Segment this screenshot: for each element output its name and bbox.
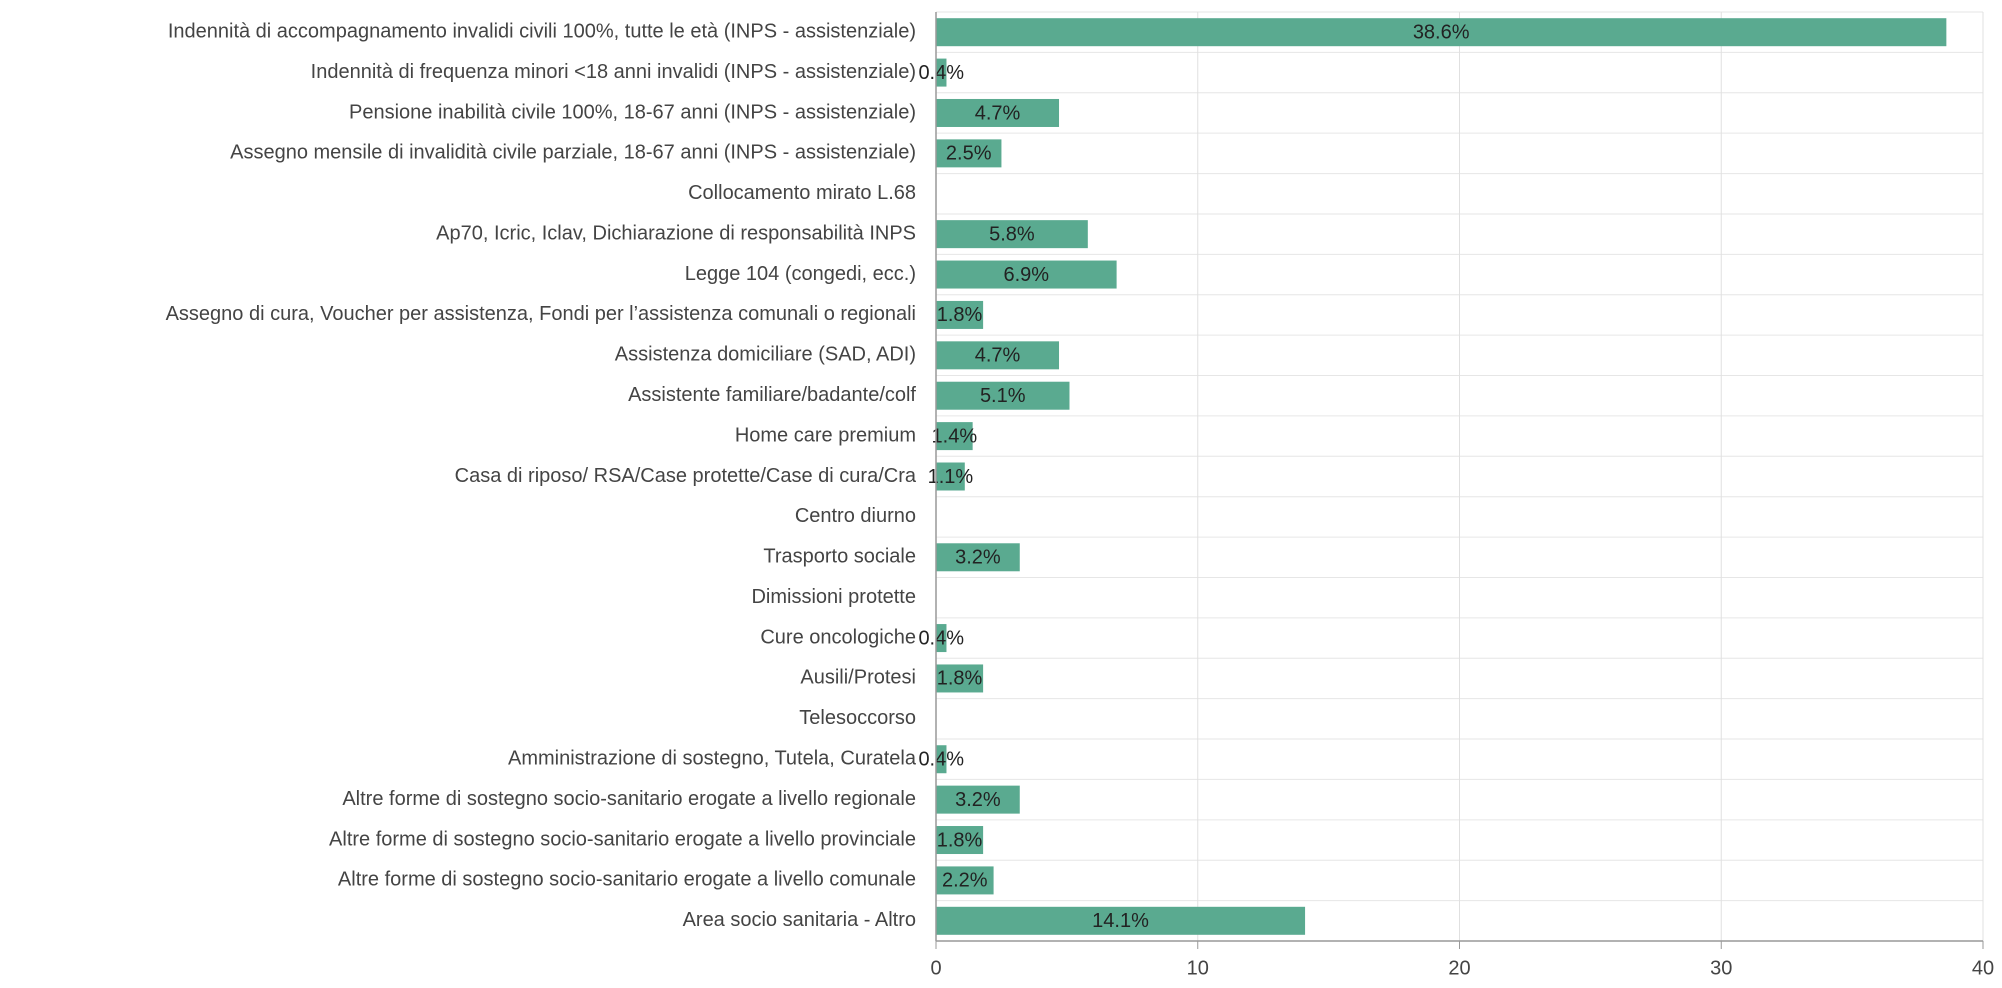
y-tick-label: Assistenza domiciliare (SAD, ADI) bbox=[615, 344, 916, 366]
y-tick-label: Dimissioni protette bbox=[751, 586, 916, 608]
bar bbox=[936, 543, 1020, 572]
y-tick-label: Pensione inabilità civile 100%, 18-67 an… bbox=[349, 101, 916, 123]
value-label: 1.8% bbox=[937, 304, 983, 326]
value-label: 0.4% bbox=[918, 627, 964, 649]
value-label: 4.7% bbox=[975, 102, 1021, 124]
y-tick-label: Indennità di accompagnamento invalidi ci… bbox=[168, 20, 916, 42]
bar bbox=[936, 220, 1088, 249]
bar bbox=[936, 422, 973, 451]
y-tick-label: Altre forme di sostegno socio-sanitario … bbox=[329, 828, 916, 850]
y-tick-label: Altre forme di sostegno socio-sanitario … bbox=[338, 869, 916, 891]
value-label: 0.4% bbox=[918, 62, 964, 84]
bar bbox=[936, 260, 1117, 289]
value-label: 3.2% bbox=[955, 789, 1001, 811]
bar bbox=[936, 785, 1020, 814]
y-tick-label: Legge 104 (congedi, ecc.) bbox=[685, 263, 916, 285]
value-label: 14.1% bbox=[1092, 910, 1149, 932]
value-label: 38.6% bbox=[1413, 21, 1470, 43]
value-label: 1.4% bbox=[932, 425, 978, 447]
y-tick-label: Altre forme di sostegno socio-sanitario … bbox=[342, 788, 916, 810]
bar bbox=[936, 300, 984, 329]
value-label: 4.7% bbox=[975, 345, 1021, 367]
bar bbox=[936, 18, 1947, 47]
bar bbox=[936, 826, 984, 855]
value-label: 1.8% bbox=[937, 668, 983, 690]
y-tick-label: Assistente familiare/badante/colf bbox=[628, 384, 916, 406]
x-tick-label: 30 bbox=[1710, 957, 1732, 979]
y-tick-label: Cure oncologiche bbox=[760, 626, 916, 648]
bar bbox=[936, 624, 947, 653]
y-tick-label: Home care premium bbox=[735, 424, 916, 446]
x-tick-label: 10 bbox=[1187, 957, 1209, 979]
x-tick-label: 40 bbox=[1972, 957, 1994, 979]
value-label: 2.5% bbox=[946, 143, 992, 165]
bar bbox=[936, 906, 1306, 935]
bar bbox=[936, 664, 984, 693]
y-tick-label: Trasporto sociale bbox=[763, 546, 916, 568]
x-tick-label: 20 bbox=[1448, 957, 1470, 979]
bar bbox=[936, 98, 1060, 127]
bar bbox=[936, 58, 947, 87]
bar bbox=[936, 745, 947, 774]
value-label: 5.1% bbox=[980, 385, 1026, 407]
y-tick-label: Centro diurno bbox=[795, 505, 916, 527]
y-tick-label: Ap70, Icric, Iclav, Dichiarazione di res… bbox=[436, 222, 916, 244]
y-tick-label: Ausili/Protesi bbox=[800, 667, 916, 689]
y-tick-label: Indennità di frequenza minori <18 anni i… bbox=[311, 61, 916, 83]
value-label: 5.8% bbox=[989, 223, 1035, 245]
bar bbox=[936, 381, 1070, 410]
y-tick-label: Area socio sanitaria - Altro bbox=[683, 909, 916, 931]
y-tick-label: Assegno mensile di invalidità civile par… bbox=[230, 142, 916, 164]
y-tick-label: Casa di riposo/ RSA/Case protette/Case d… bbox=[455, 465, 917, 487]
bar bbox=[936, 462, 965, 491]
value-label: 0.4% bbox=[918, 749, 964, 771]
value-label: 3.2% bbox=[955, 547, 1001, 569]
value-label: 1.1% bbox=[928, 466, 974, 488]
x-tick-label: 0 bbox=[930, 957, 941, 979]
bar bbox=[936, 139, 1002, 168]
y-tick-label: Telesoccorso bbox=[799, 707, 916, 729]
bar bbox=[936, 866, 994, 895]
bar bbox=[936, 341, 1060, 370]
value-label: 6.9% bbox=[1004, 264, 1050, 286]
y-tick-label: Collocamento mirato L.68 bbox=[688, 182, 916, 204]
y-tick-label: Assegno di cura, Voucher per assistenza,… bbox=[166, 303, 916, 325]
y-tick-label: Amministrazione di sostegno, Tutela, Cur… bbox=[508, 748, 917, 770]
value-label: 1.8% bbox=[937, 829, 983, 851]
value-label: 2.2% bbox=[942, 870, 988, 892]
